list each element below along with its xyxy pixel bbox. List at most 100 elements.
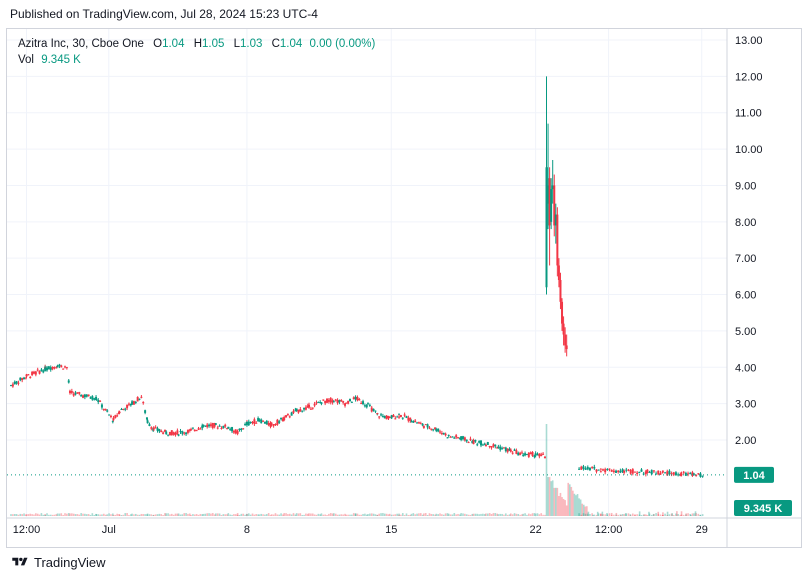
candle-body (13, 381, 16, 385)
y-tick-label: 11.00 (735, 108, 762, 120)
volume-bar (462, 513, 464, 516)
candle-body (99, 400, 102, 402)
x-tick-label: 22 (530, 524, 542, 536)
volume-bar (351, 514, 353, 516)
candle-body (295, 408, 298, 411)
low-value: 1.03 (240, 38, 263, 50)
chart-frame[interactable]: 13.00 12.00 11.00 10.00 9.00 8.00 7.00 6.00 5.00… (6, 28, 802, 548)
volume-bar (370, 513, 373, 516)
volume-bar (559, 492, 562, 516)
volume-bar (288, 513, 291, 516)
price-chart[interactable]: 13.00 12.00 11.00 10.00 9.00 8.00 7.00 6.00 5.00… (7, 29, 801, 547)
candle-body (260, 419, 263, 424)
volume-bar (116, 513, 118, 516)
volume-bar (17, 514, 20, 516)
volume-bar (78, 514, 81, 516)
footer-brand[interactable]: TradingView (34, 554, 106, 570)
volume-bar (144, 514, 146, 516)
candle-body (138, 398, 141, 400)
volume-label[interactable]: Vol (18, 54, 34, 66)
y-tick-label: 13.00 (735, 35, 763, 47)
volume-bar (382, 513, 384, 516)
candle-body (67, 380, 70, 383)
volume-bar (227, 513, 230, 516)
volume-bar (661, 514, 664, 516)
candle-body (439, 431, 442, 433)
candle-body (332, 401, 335, 403)
volume-bar (487, 513, 489, 516)
grid-layer (7, 29, 727, 517)
volume-bar (376, 514, 379, 516)
volume-bar (533, 513, 536, 516)
candle-body (40, 369, 43, 372)
volume-bar (650, 514, 653, 516)
volume-bar (610, 512, 613, 516)
candle-body (27, 374, 30, 376)
volume-bar (156, 514, 159, 516)
candle-body (488, 445, 491, 447)
symbol-name[interactable]: Azitra Inc, 30, Cboe One (18, 38, 144, 50)
candle-body (484, 445, 487, 447)
candle-body (432, 429, 435, 431)
volume-bar (621, 514, 624, 516)
volume-bar (171, 513, 173, 516)
volume-bar (95, 514, 98, 516)
candle-body (504, 447, 507, 452)
candle-body (224, 424, 227, 427)
volume-bar (299, 513, 302, 516)
volume-bar (394, 514, 397, 516)
candle-body (114, 415, 117, 419)
candle-body (313, 403, 316, 406)
volume-bar (625, 513, 628, 516)
candle-body (104, 409, 107, 411)
volume-bar (482, 513, 484, 516)
candle-body (524, 453, 527, 456)
tradingview-logo-icon[interactable] (10, 556, 30, 568)
candle-body (449, 436, 452, 438)
candle-body (181, 431, 184, 434)
candle-body (428, 427, 431, 429)
volume-bar (672, 514, 675, 516)
volume-bar (48, 514, 50, 516)
legend-row-volume: Vol 9.345 K (18, 52, 375, 68)
candle-body (655, 473, 658, 475)
volume-bar (567, 482, 570, 516)
candle-body (24, 377, 27, 379)
volume-bar (262, 514, 264, 516)
volume-bar (457, 513, 459, 516)
volume-bar (179, 514, 182, 516)
volume-bar (401, 513, 404, 516)
candle-body (545, 167, 548, 288)
x-tick-label: 29 (696, 524, 708, 536)
volume-bar (680, 511, 683, 516)
volume-bar (691, 513, 694, 516)
candle-body (199, 428, 202, 430)
candle-body (511, 452, 514, 454)
candle-body (32, 371, 35, 374)
candle-body (376, 413, 379, 415)
candle-body (629, 469, 632, 474)
candle-body (160, 430, 163, 433)
candle-body (426, 424, 429, 428)
candle-body (684, 472, 687, 476)
volume-bar (653, 514, 655, 516)
volume-bar (354, 514, 357, 516)
volume-bar (513, 513, 516, 516)
volume-bar (58, 513, 61, 516)
candle-body (636, 472, 639, 475)
volume-bar (542, 514, 544, 516)
volume-bar (515, 513, 518, 516)
volume-bar (430, 513, 433, 516)
volume-bar (215, 513, 217, 516)
volume-bar (164, 513, 166, 516)
volume-bar (582, 513, 585, 516)
candle-body (176, 430, 179, 434)
volume-bar (623, 514, 625, 516)
volume-bar (55, 514, 58, 516)
volume-bar (421, 514, 424, 516)
volume-bar (578, 498, 580, 516)
volume-bar (270, 514, 273, 516)
candle-body (582, 466, 585, 469)
candle-body (274, 424, 277, 426)
candle-body (362, 401, 365, 405)
